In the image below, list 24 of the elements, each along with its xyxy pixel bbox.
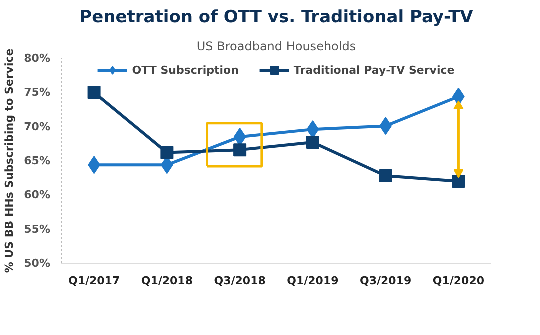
x-tick-label: Q1/2018	[141, 274, 193, 288]
y-tick-label: 65%	[24, 154, 51, 168]
y-tick-label: 50%	[24, 257, 51, 270]
y-tick-label: 55%	[24, 222, 51, 236]
y-tick-label: 75%	[24, 86, 51, 100]
x-tick-label: Q3/2018	[214, 274, 266, 288]
y-axis-title: % US BB HHs Subscribing to Service	[3, 48, 16, 274]
y-tick-label: 60%	[24, 188, 51, 202]
x-tick-label: Q1/2020	[432, 274, 485, 288]
point	[452, 175, 466, 188]
point	[306, 136, 320, 150]
legend-label: OTT Subscription	[132, 64, 239, 76]
legend-label: Traditional Pay-TV Service	[294, 64, 455, 76]
point	[160, 146, 174, 160]
chart-subtitle: US Broadband Households	[196, 40, 356, 54]
point	[88, 86, 101, 100]
x-tick-label: Q1/2017	[68, 274, 120, 288]
point	[234, 144, 247, 157]
y-tick-label: 80%	[24, 52, 51, 65]
point	[379, 170, 392, 183]
chart-title: Penetration of OTT vs. Traditional Pay-TV	[80, 8, 474, 28]
x-tick-label: Q1/2019	[287, 274, 339, 288]
x-tick-label: Q3/2019	[360, 274, 412, 288]
y-tick-label: 70%	[24, 120, 51, 134]
